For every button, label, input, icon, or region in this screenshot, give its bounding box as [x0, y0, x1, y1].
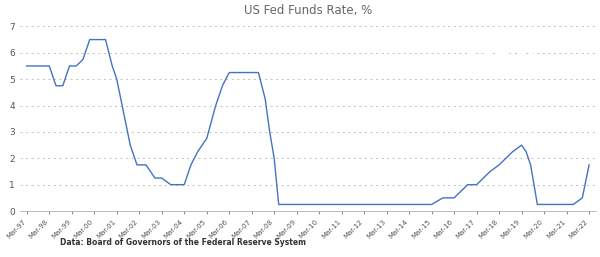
Text: Trade Like a Pro: Trade Like a Pro [473, 88, 529, 94]
Text: Data: Board of Governors of the Federal Reserve System: Data: Board of Governors of the Federal … [60, 238, 306, 247]
Title: US Fed Funds Rate, %: US Fed Funds Rate, % [244, 4, 372, 17]
Text: FxPro: FxPro [467, 44, 535, 64]
